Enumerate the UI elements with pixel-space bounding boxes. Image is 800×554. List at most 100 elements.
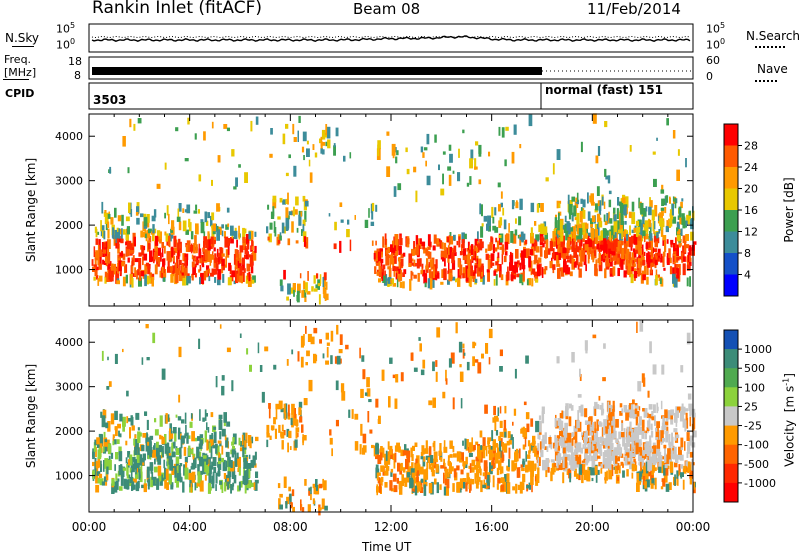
heatmap-cell: [247, 277, 252, 287]
heatmap-cell: [408, 263, 412, 267]
heatmap-cell: [321, 498, 325, 510]
heatmap-cell: [201, 255, 204, 266]
heatmap-cell: [637, 381, 642, 392]
heatmap-cell: [674, 198, 677, 209]
heatmap-cell: [569, 473, 572, 483]
heatmap-cell: [616, 254, 620, 265]
heatmap-cell: [243, 268, 246, 273]
heatmap-cell: [291, 221, 294, 233]
heatmap-cell: [588, 243, 591, 253]
heatmap-cell: [513, 124, 517, 135]
heatmap-cell: [453, 468, 457, 478]
heatmap-cell: [411, 248, 415, 256]
heatmap-cell: [485, 248, 488, 253]
heatmap-cell: [608, 199, 612, 208]
heatmap-cell: [595, 155, 599, 164]
heatmap-cell: [121, 214, 124, 226]
heatmap-cell: [525, 248, 530, 259]
heatmap-cell: [99, 255, 102, 265]
heatmap-cell: [499, 271, 502, 278]
heatmap-cell: [131, 259, 134, 266]
heatmap-cell: [656, 235, 659, 239]
heatmap-cell: [631, 201, 635, 212]
heatmap-cell: [219, 431, 222, 440]
heatmap-cell: [462, 440, 464, 446]
heatmap-cell: [427, 278, 430, 289]
heatmap-cell: [139, 471, 143, 483]
heatmap-cell: [165, 233, 169, 242]
heatmap-cell: [630, 454, 632, 463]
heatmap-cell: [651, 471, 654, 476]
heatmap-cell: [97, 457, 101, 468]
heatmap-cell: [661, 478, 666, 482]
heatmap-cell: [609, 254, 612, 262]
heatmap-cell: [105, 481, 108, 486]
heatmap-cell: [592, 334, 597, 339]
heatmap-cell: [566, 469, 570, 475]
heatmap-cell: [335, 127, 339, 137]
heatmap-cell: [135, 412, 140, 420]
heatmap-cell: [675, 406, 678, 414]
heatmap-cell: [578, 474, 581, 481]
heatmap-cell: [443, 446, 448, 453]
heatmap-cell: [248, 454, 251, 459]
heatmap-cell: [423, 147, 428, 151]
heatmap-cell: [307, 333, 312, 342]
nave-tick-top: 60: [706, 54, 720, 67]
heatmap-cell: [442, 391, 446, 399]
heatmap-cell: [649, 238, 653, 250]
heatmap-cell: [439, 484, 442, 490]
heatmap-cell: [607, 419, 609, 430]
heatmap-cell: [567, 240, 570, 248]
heatmap-cell: [642, 230, 646, 237]
heatmap-cell: [283, 269, 286, 280]
heatmap-cell: [197, 471, 201, 484]
colorbar-segment: [724, 253, 738, 275]
heatmap-cell: [279, 504, 283, 510]
heatmap-cell: [495, 452, 499, 464]
heatmap-cell: [300, 335, 304, 348]
heatmap-cell: [174, 429, 177, 442]
heatmap-cell: [653, 248, 658, 252]
heatmap-cell: [578, 442, 582, 453]
heatmap-cell: [570, 460, 574, 470]
heatmap-cell: [477, 267, 481, 276]
heatmap-cell: [603, 214, 606, 222]
heatmap-cell: [393, 266, 398, 272]
heatmap-cell: [617, 267, 620, 277]
heatmap-cell: [313, 275, 316, 284]
heatmap-cell: [456, 465, 460, 471]
heatmap-cell: [158, 444, 162, 453]
heatmap-cell: [94, 469, 97, 476]
heatmap-cell: [102, 446, 105, 453]
heatmap-cell: [359, 444, 362, 455]
heatmap-cell: [397, 183, 402, 191]
heatmap-cell: [375, 467, 377, 479]
heatmap-cell: [298, 407, 302, 416]
heatmap-cell: [578, 268, 582, 278]
heatmap-cell: [209, 465, 212, 475]
colorbar-tick-label: 500: [744, 362, 765, 375]
heatmap-cell: [626, 469, 629, 477]
heatmap-cell: [613, 261, 617, 266]
heatmap-cell: [140, 270, 145, 277]
heatmap-cell: [669, 266, 673, 275]
heatmap-cell: [592, 253, 595, 263]
heatmap-cell: [452, 466, 454, 472]
heatmap-cell: [153, 209, 157, 218]
heatmap-cell: [585, 455, 590, 463]
heatmap-cell: [354, 441, 359, 451]
heatmap-cell: [279, 235, 282, 241]
heatmap-cell: [495, 430, 499, 436]
heatmap-cell: [461, 232, 465, 243]
heatmap-cell: [668, 482, 672, 490]
heatmap-cell: [648, 241, 651, 248]
heatmap-cell: [648, 447, 652, 451]
heatmap-cell: [648, 219, 652, 228]
heatmap-cell: [632, 453, 636, 457]
heatmap-cell: [495, 261, 499, 266]
heatmap-cell: [308, 487, 311, 491]
heatmap-cell: [308, 159, 311, 167]
heatmap-cell: [581, 471, 584, 484]
